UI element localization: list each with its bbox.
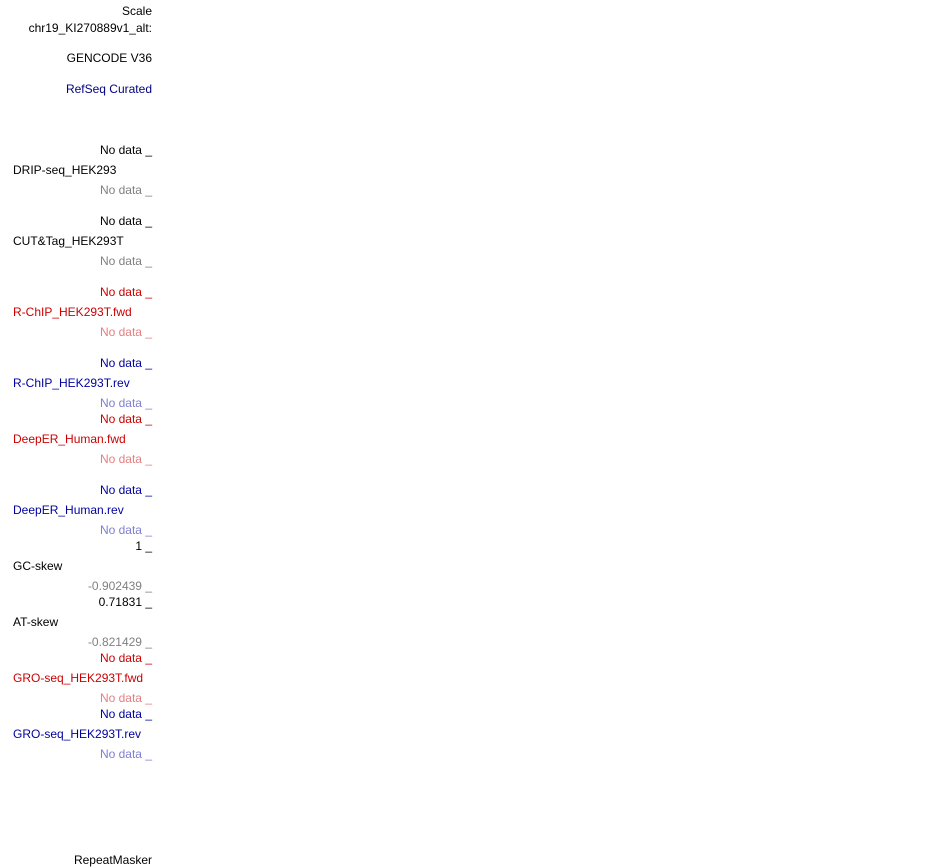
track-atskew-label[interactable]: AT-skew <box>13 615 59 629</box>
track-cuttag-label[interactable]: CUT&Tag_HEK293T <box>13 234 124 248</box>
chromosome-label: chr19_KI270889v1_alt: <box>28 21 152 35</box>
track-deeper-rev-label[interactable]: DeepER_Human.rev <box>13 503 124 517</box>
rchip-fwd-max-label: No data _ <box>99 285 152 299</box>
gcskew-min-label: -0.902439 _ <box>87 579 152 593</box>
track-gro-fwd-label[interactable]: GRO-seq_HEK293T.fwd <box>13 671 144 685</box>
track-rchip-rev-label[interactable]: R-ChIP_HEK293T.rev <box>13 376 130 390</box>
atskew-min-label: -0.821429 _ <box>87 635 152 649</box>
track-repeatmasker-label[interactable]: RepeatMasker <box>73 853 152 867</box>
rchip-rev-min-label: No data _ <box>99 396 152 410</box>
gro-fwd-min-label: No data _ <box>99 691 152 705</box>
track-gro-rev-label[interactable]: GRO-seq_HEK293T.rev <box>13 727 142 741</box>
drip-min-label: No data _ <box>99 183 152 197</box>
track-refseq-label[interactable]: RefSeq Curated <box>65 82 152 96</box>
track-deeper-fwd-label[interactable]: DeepER_Human.fwd <box>13 432 126 446</box>
deeper-fwd-min-label: No data _ <box>99 452 152 466</box>
drip-max-label: No data _ <box>99 143 152 157</box>
track-rchip-fwd-label[interactable]: R-ChIP_HEK293T.fwd <box>13 305 132 319</box>
gro-rev-max-label: No data _ <box>99 707 152 721</box>
rchip-rev-max-label: No data _ <box>99 356 152 370</box>
gro-fwd-max-label: No data _ <box>99 651 152 665</box>
rchip-fwd-min-label: No data _ <box>99 325 152 339</box>
track-gcskew-label[interactable]: GC-skew <box>13 559 63 573</box>
track-gencode-label[interactable]: GENCODE V36 <box>66 51 152 65</box>
scale-label: Scale <box>121 4 152 18</box>
cuttag-min-label: No data _ <box>99 254 152 268</box>
deeper-fwd-max-label: No data _ <box>99 412 152 426</box>
atskew-max-label: 0.71831 _ <box>98 595 152 609</box>
cuttag-max-label: No data _ <box>99 214 152 228</box>
deeper-rev-max-label: No data _ <box>99 483 152 497</box>
gro-rev-min-label: No data _ <box>99 747 152 761</box>
gcskew-max-label: 1 _ <box>135 539 152 553</box>
track-drip-label[interactable]: DRIP-seq_HEK293 <box>13 163 117 177</box>
deeper-rev-min-label: No data _ <box>99 523 152 537</box>
